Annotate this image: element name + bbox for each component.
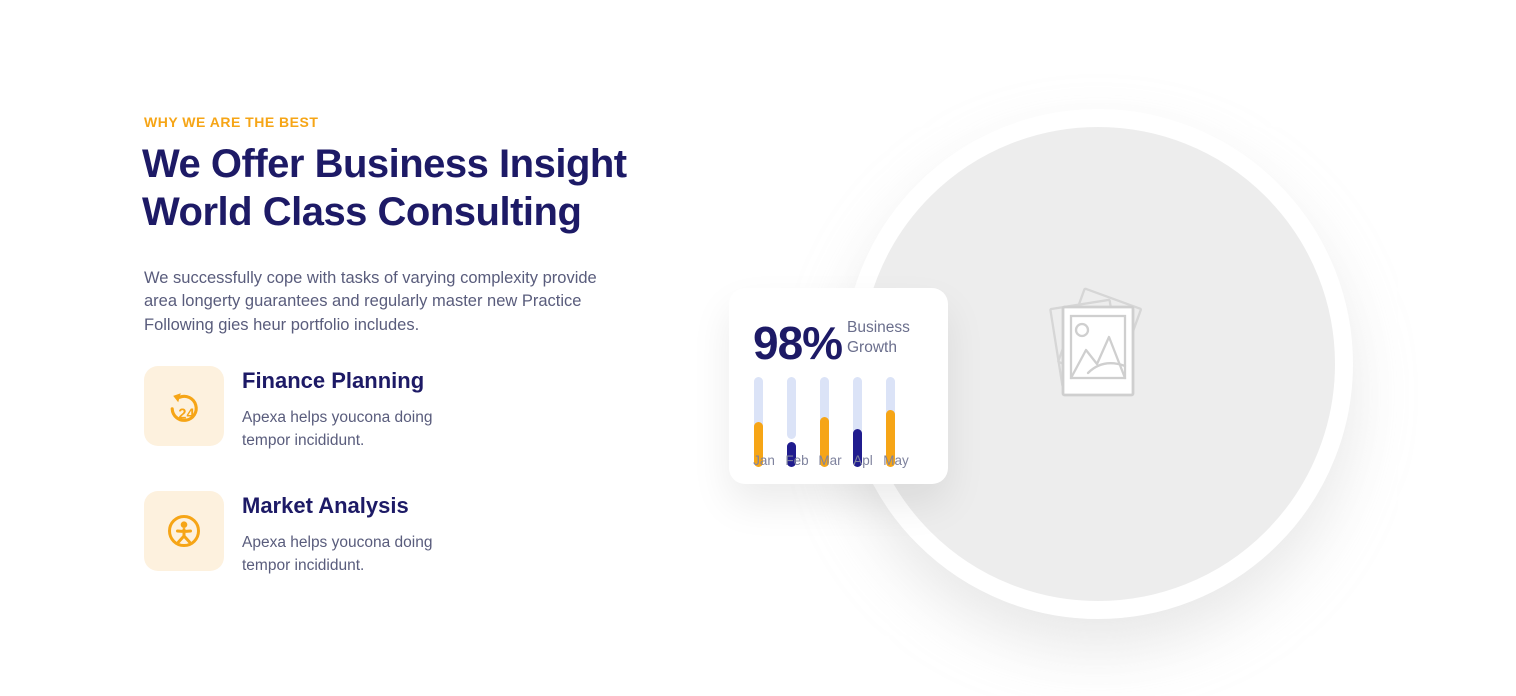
svg-text:24: 24	[178, 407, 194, 423]
